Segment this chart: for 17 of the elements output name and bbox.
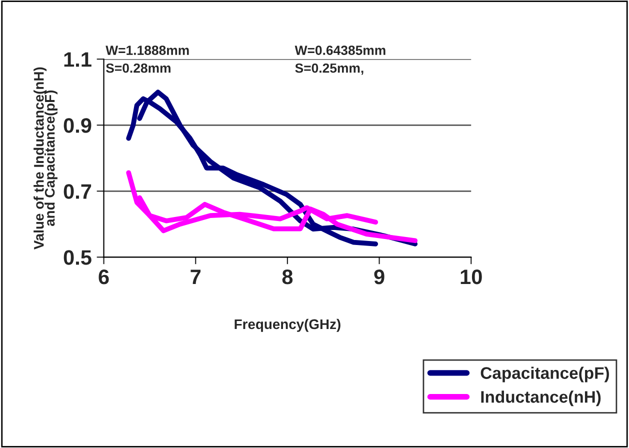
x-tick-label: 7 (190, 270, 200, 284)
y-tick-label: 0.7 (64, 184, 92, 199)
x-axis-title: Frequency(GHz) (234, 318, 340, 332)
x-tick-label: 10 (460, 270, 482, 284)
y-tick-label: 0.5 (64, 250, 92, 265)
y-tick-label: 1.1 (64, 52, 92, 67)
annotation: S=0.25mm, (295, 63, 364, 75)
x-tick-label: 9 (374, 270, 384, 284)
x-tick-label: 6 (98, 270, 109, 284)
x-tick-label: 8 (282, 270, 293, 284)
text: W=0.64385mm (294, 46, 386, 55)
text: W=1.1888mm (106, 46, 189, 55)
legend-label: Capacitance(pF) (480, 366, 609, 382)
annotation: S=0.28mm (106, 63, 170, 73)
y-tick-label: 0.9 (64, 118, 92, 133)
legend-label: Inductance(nH) (481, 390, 601, 406)
y-axis-title: Value of the Inductance(nH) and Capacitance(pF) (34, 67, 58, 250)
